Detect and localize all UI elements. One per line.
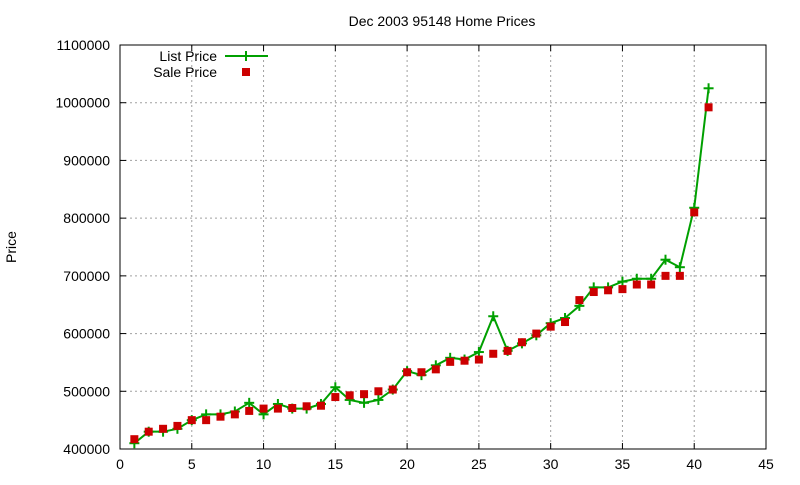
y-tick-label: 800000: [63, 210, 110, 226]
list-price-point: [359, 397, 370, 408]
legend-list-price-marker: [241, 51, 251, 61]
y-tick-label: 500000: [63, 383, 110, 399]
sale-price-point: [561, 318, 570, 327]
list-price-point: [674, 262, 685, 273]
y-tick-label: 900000: [63, 152, 110, 168]
sale-price-point: [202, 416, 211, 425]
sale-price-point: [489, 349, 498, 358]
x-tick-label: 5: [188, 456, 196, 472]
y-axis-label: Price: [3, 231, 19, 263]
list-price-point: [488, 311, 499, 322]
y-tick-label: 600000: [63, 326, 110, 342]
sale-price-point: [460, 356, 469, 365]
sale-price-point: [647, 280, 656, 289]
sale-price-point: [388, 385, 397, 394]
sale-price-point: [159, 424, 168, 433]
list-price-point: [373, 394, 384, 405]
list-price-point: [330, 382, 341, 393]
sale-price-point: [360, 390, 369, 399]
list-price-point: [244, 397, 255, 408]
sale-price-point: [532, 329, 541, 338]
legend-sale-square: [242, 68, 250, 76]
y-tick-label: 1000000: [55, 95, 110, 111]
sale-price-point: [417, 368, 426, 377]
list-price-point: [703, 83, 714, 94]
sale-price-point: [288, 404, 297, 413]
x-tick-label: 30: [543, 456, 559, 472]
sale-price-point: [589, 288, 598, 297]
sale-price-point: [474, 355, 483, 364]
x-tick-label: 40: [686, 456, 702, 472]
x-tick-label: 15: [328, 456, 344, 472]
chart-title: Dec 2003 95148 Home Prices: [349, 13, 536, 29]
sale-price-point: [403, 368, 412, 377]
sale-price-point: [144, 427, 153, 436]
sale-price-point: [130, 435, 139, 444]
sale-price-point: [604, 286, 613, 295]
sale-price-point: [173, 421, 182, 430]
sale-price-point: [259, 404, 268, 413]
legend: List Price Sale Price: [153, 48, 268, 80]
sale-price-point: [661, 271, 670, 280]
plot-border: [119, 44, 767, 450]
axes: 0 5 10 15 20 25 30 35 40 45 400000 500000 600000 7000…: [55, 37, 774, 472]
sale-price-point: [273, 404, 282, 413]
sale-price-point: [446, 357, 455, 366]
list-price-point: [473, 347, 484, 358]
x-tick-label: 10: [256, 456, 272, 472]
sale-price-point: [345, 391, 354, 400]
sale-price-point: [187, 416, 196, 425]
sale-price-point: [632, 280, 641, 289]
y-tick-label: 400000: [63, 441, 110, 457]
x-tick-label: 0: [116, 456, 124, 472]
sale-price-point: [690, 208, 699, 217]
sale-price-point: [675, 271, 684, 280]
y-tick-label: 1100000: [57, 37, 111, 53]
sale-price-point: [331, 393, 340, 402]
sale-price-point: [503, 346, 512, 355]
sale-price-point: [517, 338, 526, 347]
x-tick-label: 20: [399, 456, 415, 472]
sale-price-point: [245, 406, 254, 415]
x-tick-label: 25: [471, 456, 487, 472]
sale-price-point: [216, 412, 225, 421]
legend-label-sale-price: Sale Price: [153, 64, 217, 80]
sale-price-point: [302, 402, 311, 411]
series-layer: [129, 83, 714, 449]
sale-price-point: [618, 285, 627, 294]
list-price-point: [617, 276, 628, 287]
x-tick-label: 35: [615, 456, 631, 472]
sale-price-point: [431, 365, 440, 374]
legend-label-list-price: List Price: [159, 48, 217, 64]
grid-lines: [120, 45, 766, 449]
y-tick-label: 700000: [63, 268, 110, 284]
legend-swatch-sale-price: [242, 68, 250, 76]
sale-price-point: [575, 296, 584, 305]
sale-price-point: [374, 387, 383, 396]
sale-price-point: [230, 410, 239, 419]
sale-price-point: [316, 401, 325, 410]
sale-price-point: [704, 103, 713, 112]
x-tick-label: 45: [758, 456, 774, 472]
sale-price-point: [546, 322, 555, 331]
list-price-point: [660, 254, 671, 265]
